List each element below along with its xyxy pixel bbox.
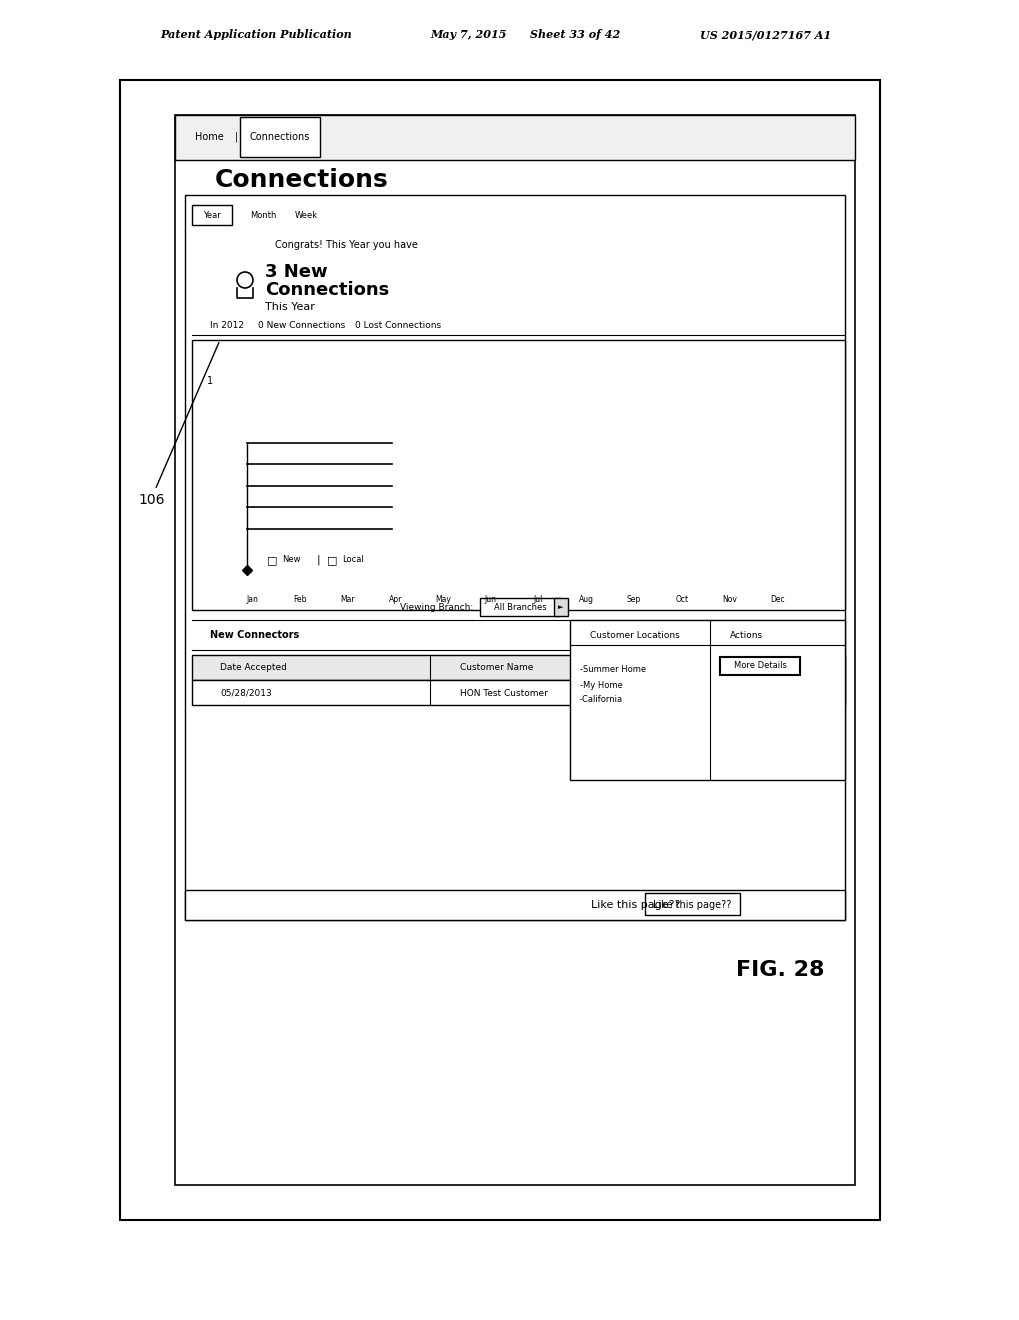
- Text: 106: 106: [138, 492, 164, 507]
- Text: -Summer Home: -Summer Home: [580, 665, 645, 675]
- Text: Jun: Jun: [484, 595, 496, 605]
- Bar: [192, 680, 844, 705]
- Text: May: May: [435, 595, 450, 605]
- Text: All Branches: All Branches: [493, 602, 546, 611]
- Text: □: □: [327, 554, 337, 565]
- Text: Date Accepted: Date Accepted: [220, 664, 286, 672]
- Bar: [175, 115, 854, 1185]
- Bar: [192, 341, 844, 610]
- Text: Local: Local: [341, 556, 364, 565]
- Text: Customer Locations: Customer Locations: [589, 631, 679, 639]
- Text: |: |: [317, 554, 320, 565]
- Bar: [120, 81, 879, 1220]
- Bar: [644, 894, 739, 915]
- Text: 1: 1: [207, 375, 213, 385]
- Text: Apr: Apr: [388, 595, 401, 605]
- Text: 3 New: 3 New: [265, 263, 327, 281]
- Bar: [239, 117, 320, 157]
- Text: More Details: More Details: [733, 661, 786, 671]
- Text: Home: Home: [195, 132, 223, 143]
- Text: -My Home: -My Home: [580, 681, 623, 689]
- Text: Congrats! This Year you have: Congrats! This Year you have: [275, 240, 418, 249]
- Text: New Connectors: New Connectors: [210, 630, 299, 640]
- Text: Sheet 33 of 42: Sheet 33 of 42: [530, 29, 620, 41]
- Text: Patent Application Publication: Patent Application Publication: [160, 29, 352, 41]
- Text: Week: Week: [294, 210, 318, 219]
- Bar: [192, 655, 844, 680]
- Text: Jan: Jan: [246, 595, 258, 605]
- Text: Month: Month: [250, 210, 276, 219]
- Bar: [553, 598, 568, 616]
- Bar: [480, 598, 559, 616]
- Text: US 2015/0127167 A1: US 2015/0127167 A1: [699, 29, 830, 41]
- Text: -California: -California: [580, 696, 623, 705]
- Bar: [175, 115, 854, 160]
- Bar: [192, 205, 231, 224]
- Bar: [570, 620, 844, 780]
- Text: Aug: Aug: [578, 595, 593, 605]
- Text: 0 New Connections: 0 New Connections: [258, 321, 344, 330]
- Text: FIG. 28: FIG. 28: [735, 960, 823, 979]
- Bar: [719, 657, 799, 675]
- Text: Connections: Connections: [250, 132, 310, 143]
- Text: In 2012: In 2012: [210, 321, 244, 330]
- Text: 05/28/2013: 05/28/2013: [220, 689, 271, 697]
- Text: This Year: This Year: [265, 302, 315, 312]
- Text: Nov: Nov: [721, 595, 736, 605]
- Bar: [184, 890, 844, 920]
- Text: Oct: Oct: [675, 595, 688, 605]
- Text: Actions: Actions: [730, 631, 762, 639]
- Text: ►: ►: [557, 605, 564, 610]
- Text: Like this page??: Like this page??: [590, 900, 680, 909]
- Text: Customer Name: Customer Name: [460, 664, 533, 672]
- Text: Jul: Jul: [533, 595, 543, 605]
- Text: Connections: Connections: [265, 281, 389, 300]
- Text: May 7, 2015: May 7, 2015: [430, 29, 506, 41]
- Text: Year: Year: [203, 210, 221, 219]
- Text: Mar: Mar: [340, 595, 355, 605]
- Text: □: □: [267, 554, 277, 565]
- Text: Like this page??: Like this page??: [652, 900, 731, 909]
- Text: New: New: [281, 556, 301, 565]
- Text: Feb: Feb: [292, 595, 306, 605]
- Bar: [184, 195, 844, 920]
- Text: Dec: Dec: [769, 595, 784, 605]
- Text: Connections: Connections: [215, 168, 388, 191]
- Text: Viewing Branch:: Viewing Branch:: [399, 603, 473, 612]
- Text: |: |: [234, 132, 238, 143]
- Text: 0 Lost Connections: 0 Lost Connections: [355, 321, 440, 330]
- Text: HON Test Customer: HON Test Customer: [460, 689, 547, 697]
- Text: Sep: Sep: [627, 595, 641, 605]
